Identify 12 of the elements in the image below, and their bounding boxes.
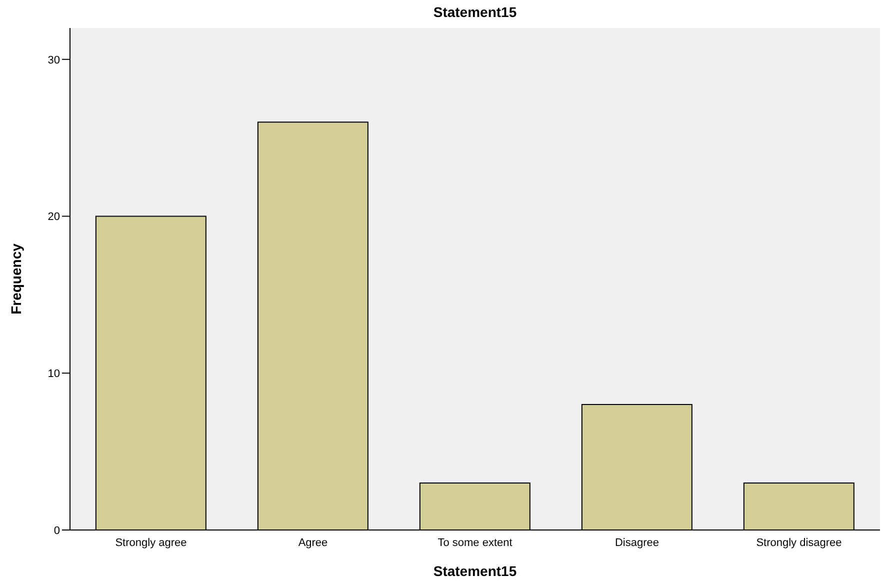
x-tick-label: Strongly disagree — [756, 536, 842, 549]
x-tick-label: Disagree — [614, 536, 660, 549]
x-tick-label: Strongly agree — [115, 536, 187, 549]
y-axis-title: Frequency — [8, 243, 24, 314]
x-tick-label: To some extent — [438, 536, 512, 549]
chart-title: Statement15 — [432, 4, 518, 20]
x-axis-title: Statement15 — [433, 563, 517, 579]
y-tick-label: 10 — [48, 368, 60, 380]
y-tick-label: 20 — [48, 211, 60, 224]
x-tick-label: Agree — [298, 536, 328, 549]
y-tick-label: 30 — [48, 54, 60, 66]
y-tick-label: 0 — [54, 524, 60, 537]
